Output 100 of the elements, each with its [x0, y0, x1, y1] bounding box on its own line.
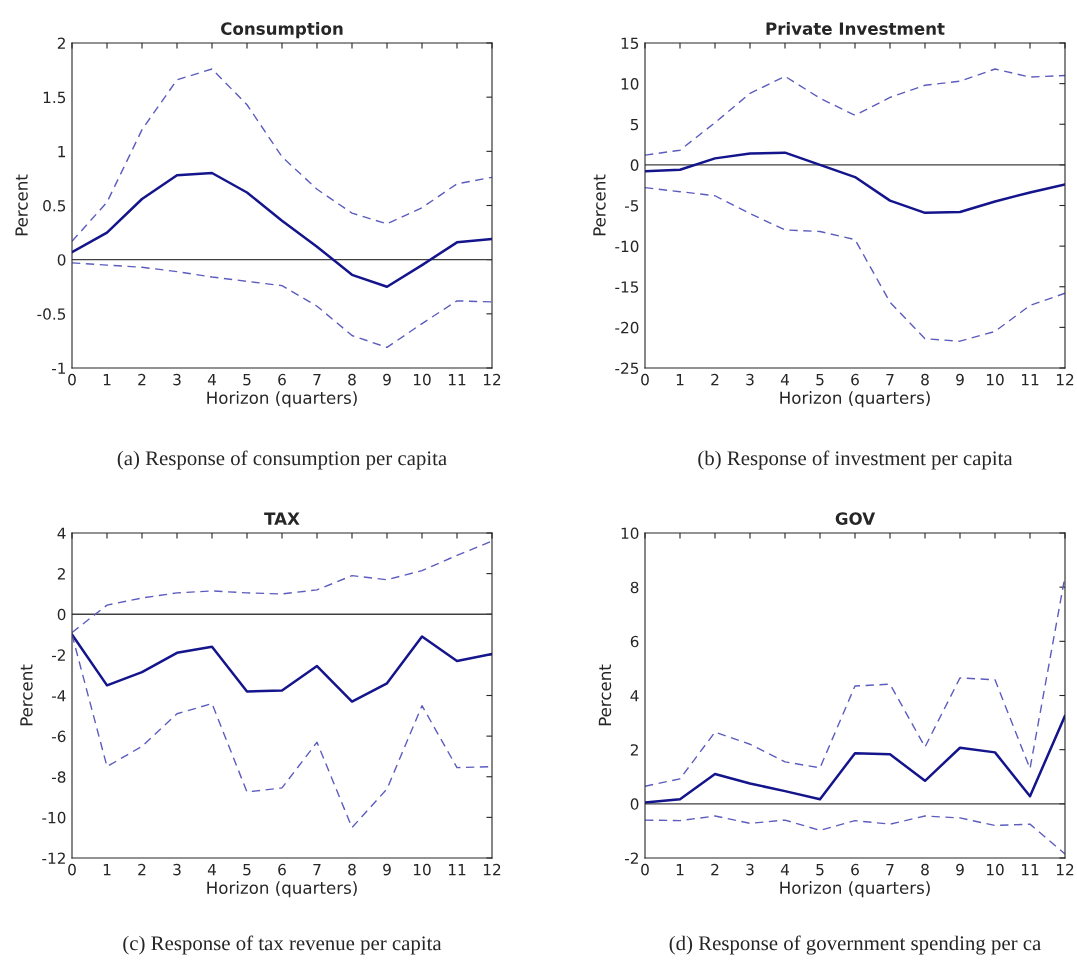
y-tick-label: 0.5: [43, 199, 66, 212]
x-tick-label: 1: [676, 374, 684, 386]
x-tick-label: 4: [780, 864, 789, 876]
y-tick-label: 2: [57, 568, 65, 580]
x-tick-label: 6: [851, 863, 859, 876]
x-axis-title: Horizon (quarters): [780, 881, 930, 898]
x-axis-title: Horizon (quarters): [207, 881, 357, 898]
x-tick-label: 3: [173, 373, 181, 386]
y-tick-label: -2: [51, 649, 65, 661]
x-tick-label: 3: [173, 863, 181, 876]
chart-title: Consumption: [221, 22, 343, 39]
x-tick-label: 7: [313, 864, 321, 876]
x-tick-label: 7: [886, 374, 894, 386]
x-axis-title: Horizon (quarters): [207, 391, 357, 408]
x-tick-label: 2: [138, 373, 146, 386]
x-tick-label: 2: [711, 863, 719, 876]
line-series: [72, 633, 492, 703]
x-tick-label: 5: [243, 374, 251, 386]
x-tick-label: 12: [483, 863, 501, 876]
line-series: [645, 714, 1065, 804]
y-tick-label: -6: [51, 730, 66, 743]
y-tick-label: 4: [630, 690, 639, 702]
line-series: [645, 186, 1065, 342]
x-tick-label: 9: [383, 373, 391, 386]
x-tick-label: 6: [851, 373, 859, 386]
line-series: [72, 262, 492, 349]
y-tick-label: -0.5: [37, 308, 66, 320]
text: (b) Response of investment per capita: [698, 450, 1013, 470]
chart-title: TAX: [264, 512, 300, 525]
x-tick-label: 10: [413, 863, 431, 876]
y-axis-title: Percent: [20, 664, 33, 726]
y-tick-label: 2: [630, 744, 638, 756]
x-tick-label: 1: [103, 374, 111, 386]
line-series: [645, 151, 1065, 215]
y-tick-label: 0: [630, 159, 639, 171]
x-tick-label: 0: [641, 373, 649, 386]
y-tick-label: -4: [51, 690, 66, 702]
y-tick-label: 1: [58, 146, 66, 158]
x-tick-label: 12: [1056, 863, 1074, 876]
x-tick-label: 12: [483, 373, 501, 386]
y-tick-label: -20: [615, 321, 639, 334]
x-tick-label: 0: [641, 863, 649, 876]
x-tick-label: 4: [207, 374, 216, 386]
y-axis-title: Percent: [598, 664, 612, 726]
y-tick-label: -10: [42, 811, 66, 824]
y-tick-label: 0: [630, 798, 639, 810]
x-tick-label: 6: [278, 373, 286, 386]
x-tick-label: 11: [1021, 864, 1039, 876]
x-tick-label: 0: [68, 863, 76, 876]
x-tick-label: 0: [68, 373, 76, 386]
line-series: [645, 815, 1065, 855]
x-tick-label: 10: [413, 373, 431, 386]
y-tick-label: 6: [630, 635, 639, 648]
chart-title: Private Investment: [766, 22, 945, 35]
x-tick-label: 5: [816, 864, 824, 876]
y-tick-label: -5: [624, 200, 639, 212]
text: (a) Response of consumption per capita: [117, 450, 447, 470]
y-tick-label: 10: [621, 78, 639, 90]
y-tick-label: 0: [57, 254, 66, 266]
x-tick-label: 1: [676, 864, 684, 876]
y-tick-label: 1.5: [43, 91, 66, 104]
x-tick-label: 9: [956, 863, 964, 876]
x-tick-label: 2: [138, 863, 146, 876]
x-tick-label: 3: [746, 373, 754, 386]
line-series: [645, 68, 1065, 156]
x-tick-label: 9: [383, 863, 391, 876]
chart-title: GOV: [835, 512, 876, 525]
y-tick-label: 10: [621, 527, 639, 540]
x-tick-label: 7: [886, 864, 894, 876]
y-tick-label: -1: [51, 362, 66, 374]
x-tick-label: 8: [348, 373, 356, 386]
y-tick-label: 4: [57, 527, 66, 539]
x-tick-label: 3: [746, 863, 754, 876]
x-tick-label: 11: [448, 864, 466, 876]
line-series: [72, 68, 492, 242]
y-tick-label: -15: [615, 281, 639, 293]
y-axis-title: Percent: [593, 174, 606, 236]
x-tick-label: 7: [313, 374, 321, 386]
x-tick-label: 5: [816, 374, 824, 386]
x-tick-label: 2: [711, 373, 719, 386]
x-tick-label: 9: [956, 373, 964, 386]
y-axis-title: Percent: [15, 174, 28, 236]
x-tick-label: 1: [103, 864, 111, 876]
y-tick-label: 2: [57, 37, 65, 49]
line-series: [72, 171, 492, 288]
x-tick-label: 4: [780, 374, 789, 386]
x-tick-label: 8: [348, 863, 356, 876]
y-tick-label: -25: [615, 362, 639, 375]
y-tick-label: 8: [630, 581, 639, 594]
x-axis-title: Horizon (quarters): [780, 391, 930, 408]
text: (c) Response of tax revenue per capita: [123, 935, 442, 955]
y-tick-label: -2: [624, 852, 638, 864]
y-tick-label: -12: [42, 852, 65, 864]
x-tick-label: 8: [921, 863, 929, 876]
y-tick-label: -10: [615, 240, 639, 253]
y-tick-label: 0: [57, 608, 66, 621]
x-tick-label: 11: [448, 374, 466, 386]
x-tick-label: 11: [1021, 374, 1039, 386]
x-tick-label: 4: [207, 864, 216, 876]
x-tick-label: 5: [243, 864, 251, 876]
